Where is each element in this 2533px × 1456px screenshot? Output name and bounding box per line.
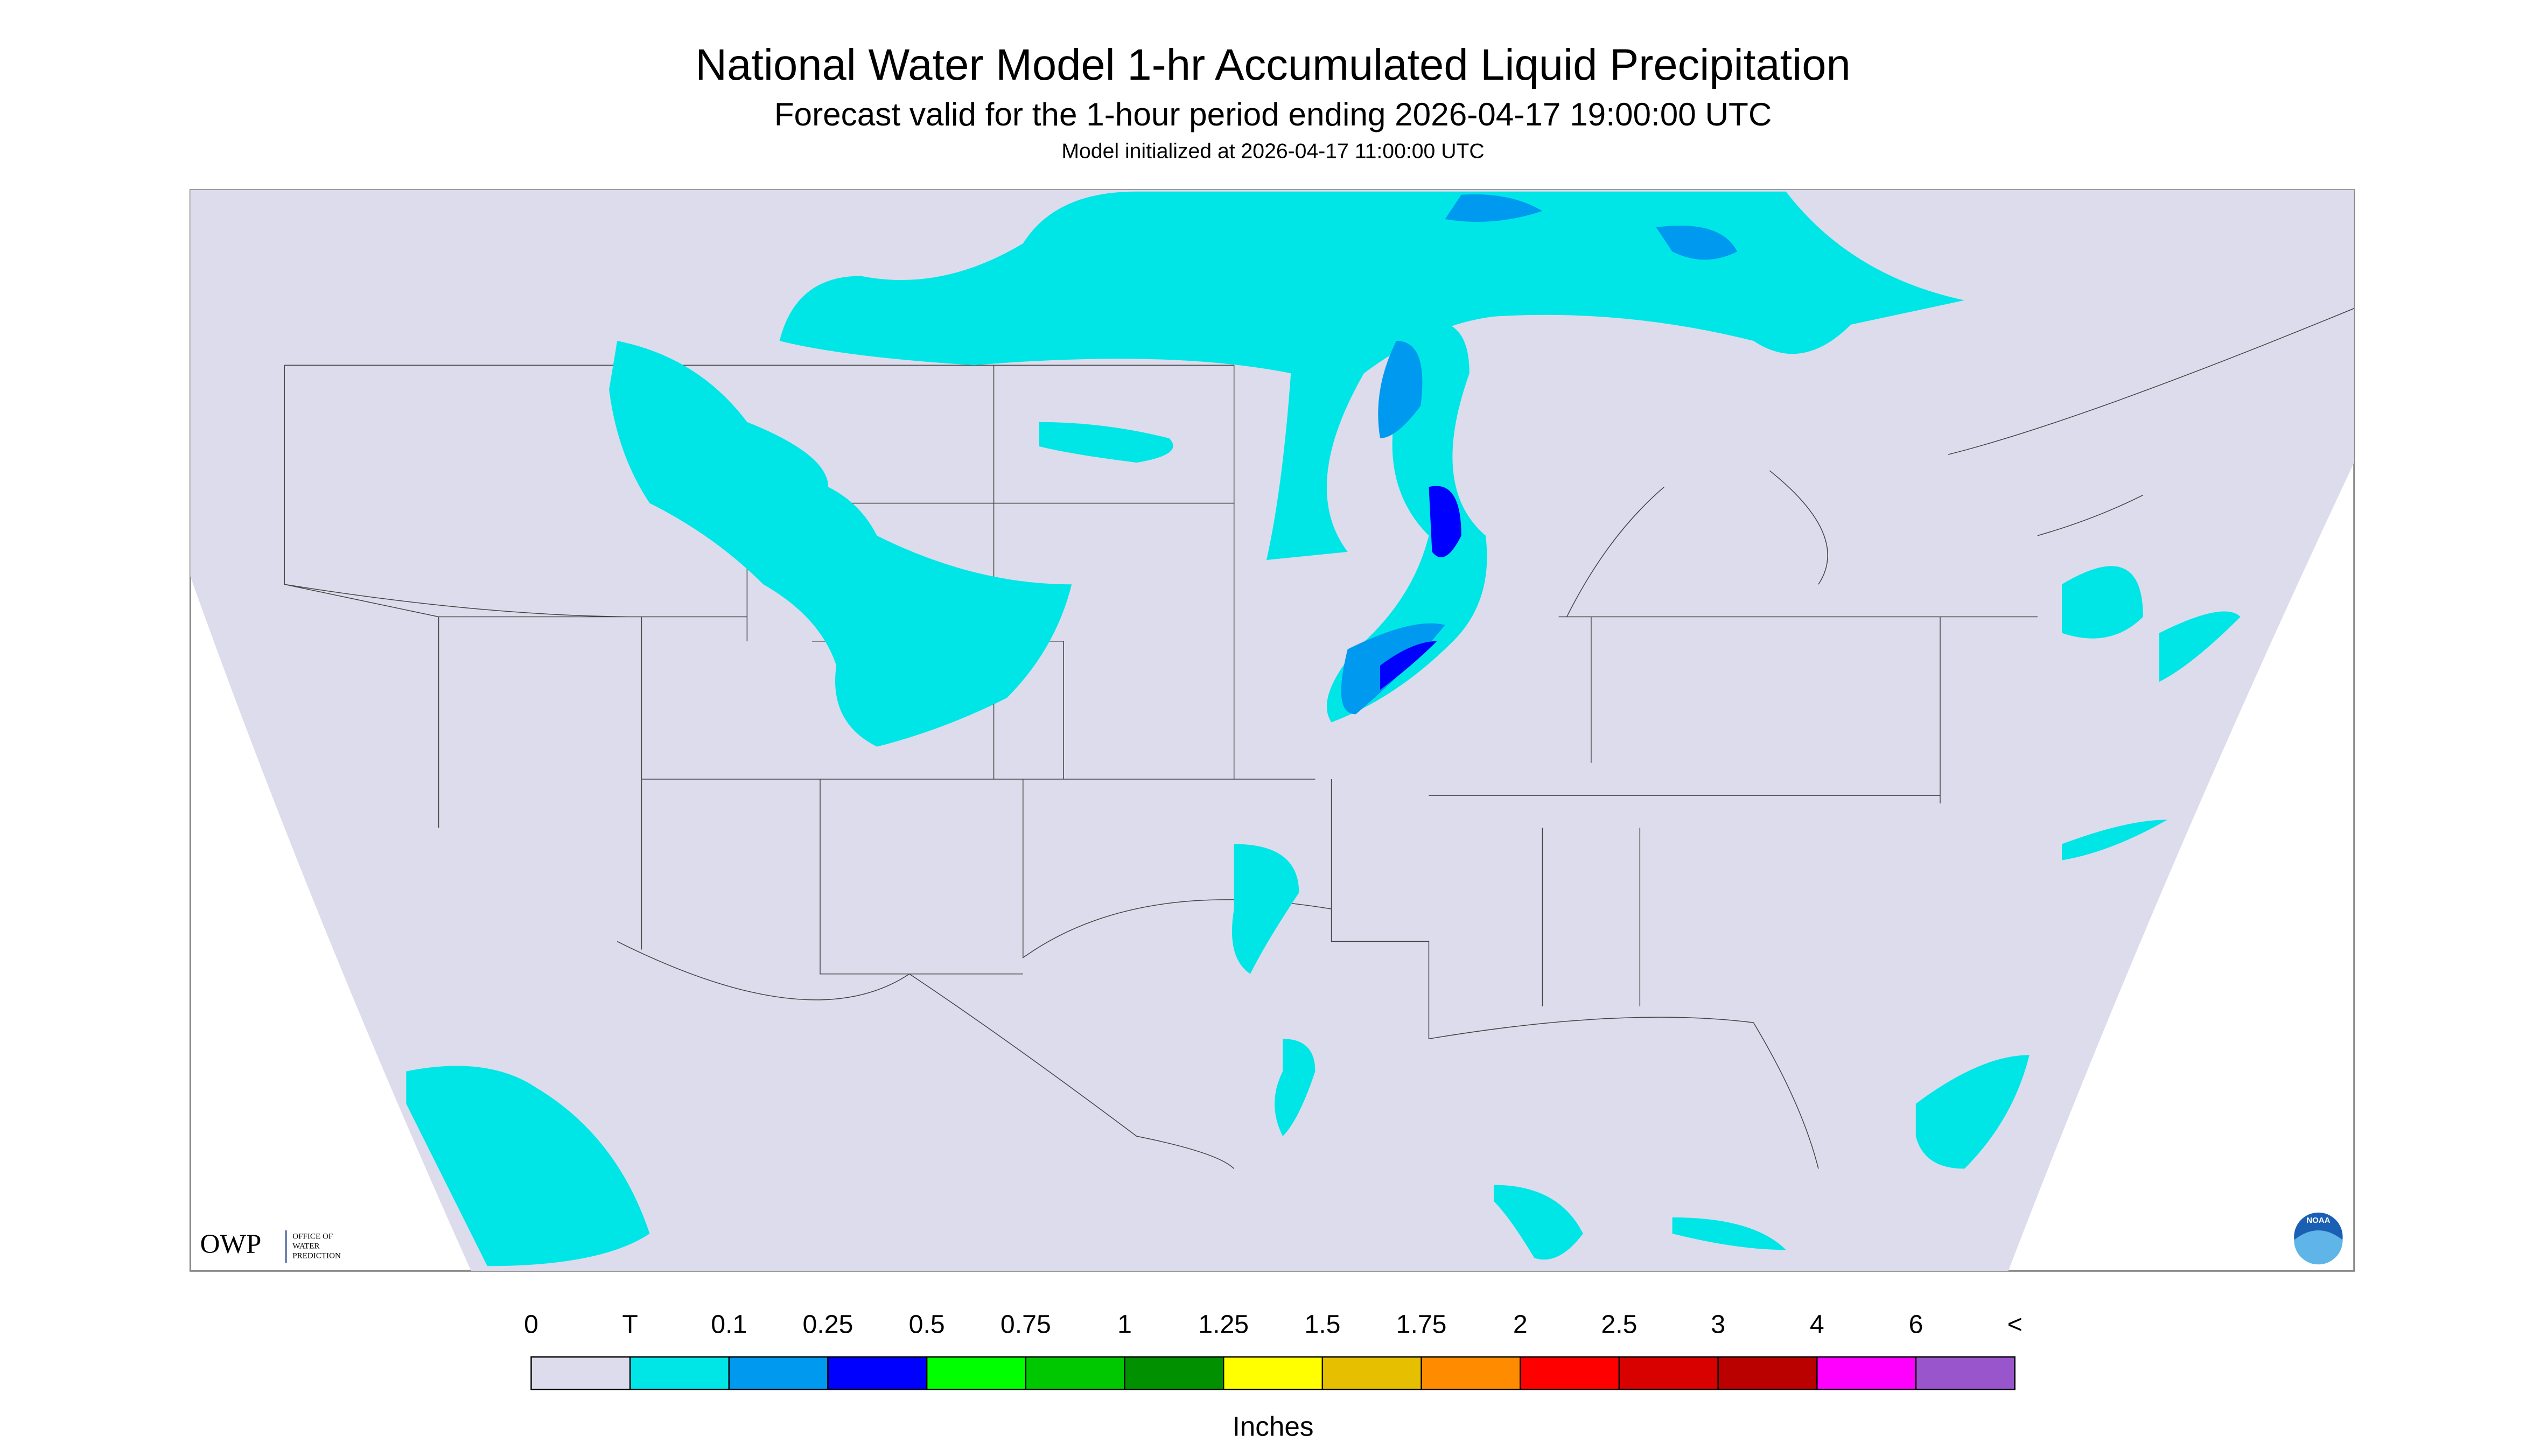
legend-label: 0.75 (1000, 1310, 1051, 1339)
legend-swatch (728, 1356, 829, 1390)
legend-swatch (1717, 1356, 1818, 1390)
legend-swatch (1321, 1356, 1422, 1390)
legend-label: 0.5 (909, 1310, 945, 1339)
map: OWP OFFICE OF WATER PREDICTION NOAA (189, 189, 2355, 1272)
legend-label: 3 (1711, 1310, 1725, 1339)
legend-swatch (1025, 1356, 1125, 1390)
legend-label: 1.25 (1198, 1310, 1249, 1339)
legend-label: 1.75 (1396, 1310, 1447, 1339)
subtitle: Forecast valid for the 1-hour period end… (774, 96, 1772, 132)
owp-logo-text: OWP (200, 1229, 261, 1259)
legend-label: 1.5 (1304, 1310, 1340, 1339)
legend-swatch (530, 1356, 631, 1390)
legend-label: < (2007, 1310, 2023, 1339)
noaa-logo-text: NOAA (2306, 1216, 2330, 1225)
legend-swatch (1223, 1356, 1324, 1390)
borders (284, 308, 2354, 1169)
legend-label: 6 (1909, 1310, 1923, 1339)
owp-logo-line: PREDICTION (292, 1252, 341, 1261)
legend-swatch (827, 1356, 928, 1390)
legend-unit: Inches (1233, 1411, 1314, 1441)
legend-swatch (629, 1356, 730, 1390)
legend-label: 1 (1117, 1310, 1132, 1339)
owp-logo: OWP OFFICE OF WATER PREDICTION (200, 1229, 341, 1263)
legend-swatch (1520, 1356, 1620, 1390)
legend-swatch (1618, 1356, 1719, 1390)
legend-label: 0 (524, 1310, 538, 1339)
legend-label: 0.25 (803, 1310, 853, 1339)
legend: Inches 0 T 0.1 0.25 0.5 0.75 1 1.25 1.5 1.75 2 2.5 3… (524, 1310, 2023, 1442)
legend-swatch (1816, 1356, 1917, 1390)
legend-swatch (1124, 1356, 1224, 1390)
owp-logo-line: WATER (292, 1242, 320, 1251)
title: National Water Model 1-hr Accumulated Li… (695, 40, 1850, 89)
legend-swatch (1915, 1356, 2016, 1390)
legend-label: 0.1 (711, 1310, 747, 1339)
legend-label: 2.5 (1601, 1310, 1637, 1339)
init-time: Model initialized at 2026-04-17 11:00:00… (1061, 140, 1484, 163)
legend-label: T (622, 1310, 638, 1339)
legend-swatch (926, 1356, 1027, 1390)
legend-label: 4 (1810, 1310, 1824, 1339)
legend-label: 2 (1513, 1310, 1528, 1339)
precipitation (406, 191, 2241, 1266)
owp-logo-line: OFFICE OF (292, 1232, 333, 1241)
noaa-logo: NOAA (2294, 1212, 2343, 1265)
legend-swatch (1421, 1356, 1521, 1390)
